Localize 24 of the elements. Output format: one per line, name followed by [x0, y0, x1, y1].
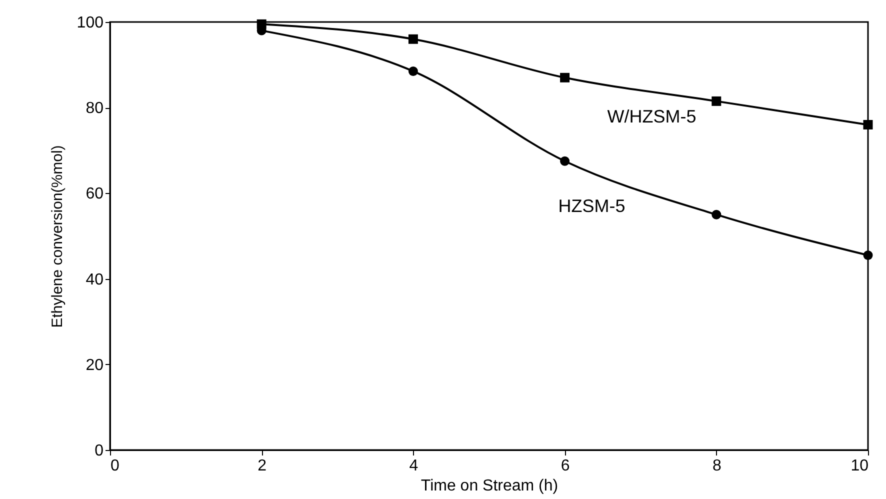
y-axis-title: Ethylene conversion(%mol) — [48, 145, 66, 328]
point — [560, 72, 570, 82]
point — [863, 250, 873, 260]
x-tick-label: 0 — [110, 458, 120, 474]
y-tick-label: 100 — [76, 14, 104, 32]
y-tick-label: 20 — [86, 356, 104, 374]
y-tick-label: 60 — [86, 186, 104, 203]
x-tick-label: 2 — [258, 458, 267, 474]
x-tick-label: 10 — [850, 458, 869, 474]
y-tick-label: 80 — [86, 100, 104, 118]
x-tick-label: 4 — [409, 458, 418, 474]
point — [712, 210, 722, 220]
y-tick-label: 40 — [86, 271, 104, 288]
x-axis-title: Time on Stream (h) — [420, 478, 558, 494]
series-label: HZSM-5 — [558, 196, 626, 216]
point — [863, 120, 873, 130]
point — [408, 34, 418, 44]
point — [560, 156, 570, 166]
point — [408, 66, 418, 76]
series-label: W/HZSM-5 — [607, 106, 696, 127]
x-tick-label: 6 — [560, 458, 570, 474]
x-tick-label: 8 — [712, 458, 722, 474]
point — [712, 96, 722, 106]
y-tick-label: 0 — [94, 442, 104, 460]
